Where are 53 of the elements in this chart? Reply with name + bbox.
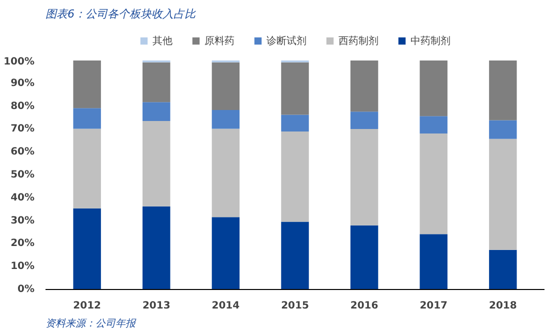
bar [420, 116, 448, 134]
y-tick-label: 90% [10, 78, 34, 89]
x-tick-label: 2015 [281, 300, 309, 312]
bar [73, 108, 101, 129]
legend-label: 原料药 [204, 34, 234, 48]
bar [350, 225, 378, 290]
bar [281, 131, 309, 222]
y-tick-label: 10% [10, 261, 34, 272]
y-tick-label: 0% [18, 284, 35, 295]
x-tick-label: 2018 [489, 300, 517, 312]
bar [142, 206, 170, 290]
bar [212, 110, 240, 129]
bar [489, 60, 517, 120]
bar [350, 60, 378, 112]
bar [73, 128, 101, 208]
y-tick-label: 100% [4, 56, 35, 68]
x-tick-label: 2017 [420, 300, 448, 312]
bar [142, 62, 170, 102]
legend-label: 中药制剂 [410, 34, 450, 48]
bar [489, 120, 517, 139]
y-tick-label: 20% [10, 238, 34, 250]
bar [281, 114, 309, 132]
text: 资料来源：公司年报 [46, 318, 136, 330]
legend-label: 西药制剂 [338, 34, 378, 48]
bar [212, 128, 240, 218]
bar [489, 250, 517, 290]
x-tick-label: 2014 [212, 300, 240, 312]
bar [420, 134, 448, 234]
x-tick-label: 2013 [142, 300, 170, 312]
bar [73, 60, 101, 108]
bar [73, 208, 101, 290]
bar [142, 102, 170, 121]
bar [281, 222, 309, 290]
bar [212, 62, 240, 110]
chart-title: 图表6：公司各个板块收入占比 [46, 8, 196, 20]
y-tick-label: 30% [10, 215, 34, 226]
legend-label: 诊断试剂 [266, 34, 306, 48]
x-tick-label: 2016 [350, 300, 378, 312]
y-tick-label: 60% [10, 146, 34, 158]
bar [142, 120, 170, 206]
legend-label: 其他 [152, 34, 172, 48]
bar [420, 60, 448, 116]
bar [350, 128, 378, 226]
bar [489, 138, 517, 250]
y-tick-label: 40% [10, 192, 34, 204]
bar [420, 234, 448, 290]
bar [350, 112, 378, 129]
bar [281, 62, 309, 115]
x-tick-label: 2012 [73, 300, 102, 312]
bar [212, 217, 240, 290]
y-tick-label: 80% [10, 100, 34, 112]
y-tick-label: 70% [10, 124, 34, 135]
y-tick-label: 50% [10, 170, 34, 180]
